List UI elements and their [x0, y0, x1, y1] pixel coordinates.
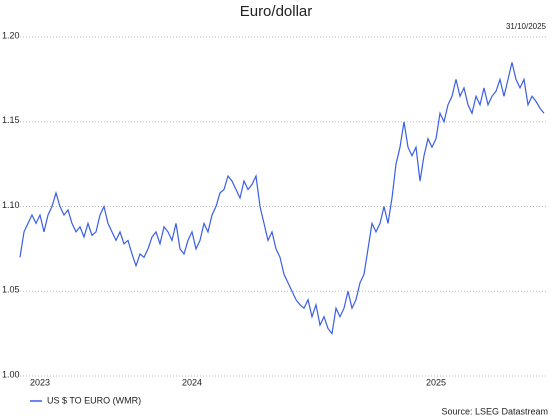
x-tick-label: 2023 — [30, 377, 50, 387]
x-tick-label: 2024 — [182, 377, 202, 387]
y-tick-label: 1.15 — [2, 115, 20, 125]
legend-label: US $ TO EURO (WMR) — [47, 395, 141, 405]
x-tick-label: 2025 — [426, 377, 446, 387]
date-annotation: 31/10/2025 — [506, 22, 547, 31]
source: Source: LSEG Datastream — [441, 406, 548, 416]
y-tick-label: 1.00 — [2, 369, 20, 379]
line-series — [19, 62, 545, 336]
y-tick-label: 1.05 — [2, 285, 20, 295]
y-tick-label: 1.10 — [2, 200, 20, 210]
chart-title: Euro/dollar — [240, 3, 313, 20]
y-tick-label: 1.20 — [2, 30, 20, 40]
